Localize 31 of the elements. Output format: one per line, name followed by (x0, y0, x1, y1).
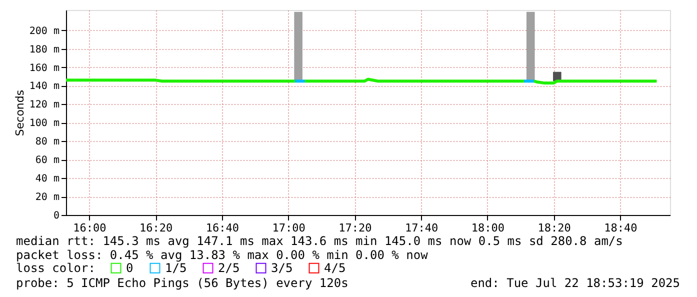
legend-title: loss color: (16, 261, 96, 275)
text: end: Tue Jul 22 18:53:19 2025 (470, 276, 680, 290)
y-axis-title: Seconds (13, 90, 26, 136)
x-tick-label: 17:40 (405, 222, 438, 234)
y-tick-label: 180 m (29, 44, 60, 56)
text: packet loss: 0.45 % avg 13.83 % max 0.00 % min 0.00 % now (16, 248, 429, 262)
y-tick-label: 0 (53, 210, 60, 222)
text: probe: 5 ICMP Echo Pings (56 Bytes) every 120s (16, 276, 348, 290)
x-tick-label: 17:20 (338, 222, 372, 234)
x-tick-label: 17:00 (272, 222, 306, 234)
legend-label: 4/5 (324, 261, 346, 276)
y-tick-label: 140 m (29, 81, 60, 92)
legend-label: 2/5 (218, 261, 240, 276)
y-tick-label: 100 m (29, 118, 60, 130)
x-tick-label: 18:00 (471, 222, 505, 234)
x-tick-label: 18:20 (538, 222, 571, 234)
y-tick-label: 20 m (35, 192, 60, 204)
x-tick-label: 18:40 (604, 222, 638, 234)
x-tick-label: 16:40 (206, 222, 240, 234)
text: median rtt: 145.3 ms avg 147.1 ms max 143.6 ms min 145.0 ms now 0.5 ms sd 280.8 am/s (16, 234, 623, 248)
y-tick-label: 60 m (35, 155, 60, 166)
legend-label: 0 (126, 261, 134, 276)
y-tick-label: 80 m (35, 136, 60, 148)
y-tick-label: 40 m (35, 174, 60, 185)
legend-label: 1/5 (165, 261, 187, 276)
x-tick-label: 16:00 (73, 222, 106, 234)
legend-label: 3/5 (271, 261, 293, 276)
y-tick-label: 160 m (29, 62, 60, 74)
y-tick-label: 200 m (29, 26, 60, 37)
y-tick-label: 120 m (29, 100, 60, 111)
x-tick-label: 16:20 (140, 222, 173, 234)
